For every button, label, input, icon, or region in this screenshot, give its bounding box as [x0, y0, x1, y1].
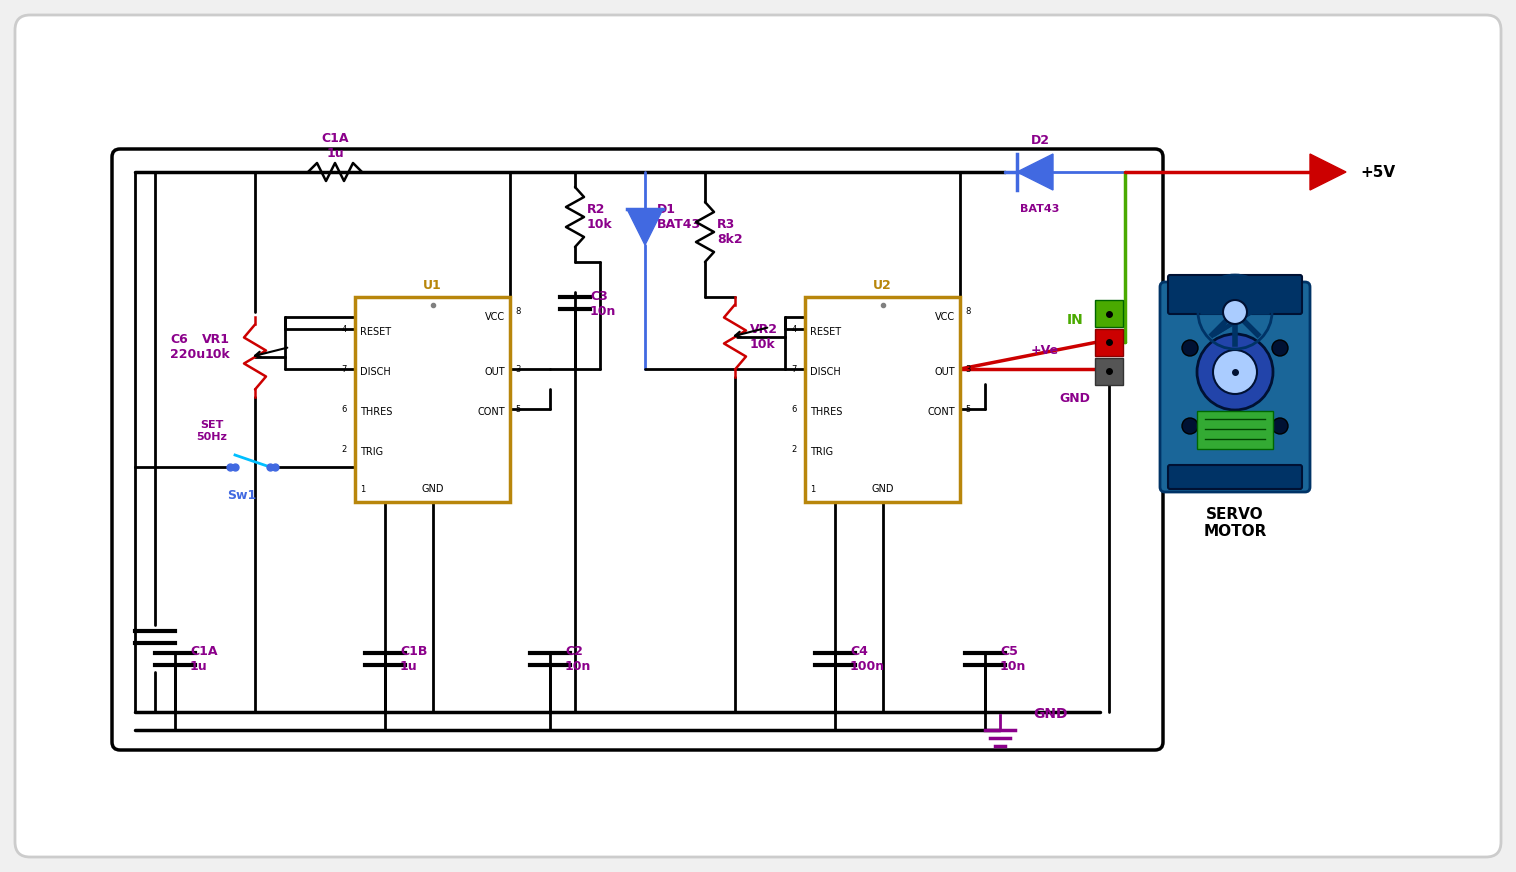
Text: 2: 2	[791, 445, 797, 453]
Text: 8: 8	[515, 307, 520, 316]
Text: CONT: CONT	[478, 407, 505, 417]
Text: C1A
1u: C1A 1u	[190, 645, 217, 673]
Polygon shape	[1017, 154, 1054, 190]
Text: VR2
10k: VR2 10k	[750, 323, 778, 351]
FancyBboxPatch shape	[15, 15, 1501, 857]
FancyBboxPatch shape	[1167, 465, 1302, 489]
Text: D2: D2	[1031, 134, 1049, 147]
Text: 6: 6	[341, 405, 347, 413]
Circle shape	[1272, 418, 1289, 434]
Text: Sw1: Sw1	[227, 489, 256, 502]
Circle shape	[1272, 340, 1289, 356]
Circle shape	[1182, 340, 1198, 356]
Text: VCC: VCC	[485, 312, 505, 322]
Text: DISCH: DISCH	[359, 367, 391, 377]
Text: R2
10k: R2 10k	[587, 203, 612, 231]
Circle shape	[1213, 350, 1257, 394]
Text: TRIG: TRIG	[359, 447, 384, 457]
Text: 4: 4	[791, 324, 797, 333]
Text: GND: GND	[1032, 707, 1067, 721]
Text: C6
220u: C6 220u	[170, 333, 205, 361]
Text: 6: 6	[791, 405, 797, 413]
Text: +Ve: +Ve	[1031, 344, 1060, 357]
Text: GND: GND	[421, 484, 444, 494]
Text: VR1
10k: VR1 10k	[202, 333, 230, 361]
Text: C2
10n: C2 10n	[565, 645, 591, 673]
Text: R3
8k2: R3 8k2	[717, 218, 743, 246]
Text: SET
50Hz: SET 50Hz	[197, 420, 227, 442]
Text: 1: 1	[810, 485, 816, 494]
Text: C4
100n: C4 100n	[850, 645, 885, 673]
Text: 5: 5	[966, 405, 970, 413]
FancyBboxPatch shape	[1198, 411, 1273, 449]
Text: OUT: OUT	[485, 367, 505, 377]
Text: 1: 1	[359, 485, 365, 494]
Text: U1: U1	[423, 279, 441, 292]
Text: VCC: VCC	[935, 312, 955, 322]
Text: RESET: RESET	[359, 327, 391, 337]
Text: BAT43: BAT43	[1020, 204, 1060, 214]
Text: +5V: +5V	[1360, 165, 1395, 180]
Text: U2: U2	[873, 279, 891, 292]
FancyBboxPatch shape	[355, 297, 509, 502]
Text: 3: 3	[966, 364, 970, 373]
Text: SERVO
MOTOR: SERVO MOTOR	[1204, 507, 1267, 540]
Circle shape	[1182, 418, 1198, 434]
FancyBboxPatch shape	[805, 297, 960, 502]
Polygon shape	[1310, 154, 1346, 190]
Text: OUT: OUT	[934, 367, 955, 377]
Text: 5: 5	[515, 405, 520, 413]
Text: 3: 3	[515, 364, 520, 373]
Text: 7: 7	[341, 364, 347, 373]
Text: DISCH: DISCH	[810, 367, 841, 377]
Text: THRES: THRES	[810, 407, 843, 417]
FancyBboxPatch shape	[1095, 358, 1123, 385]
Circle shape	[1198, 334, 1273, 410]
Text: 4: 4	[341, 324, 347, 333]
FancyBboxPatch shape	[1095, 329, 1123, 356]
Text: 8: 8	[966, 307, 970, 316]
Text: GND: GND	[1060, 392, 1090, 405]
Text: C3
10n: C3 10n	[590, 290, 617, 318]
Circle shape	[1223, 300, 1248, 324]
FancyBboxPatch shape	[1160, 282, 1310, 492]
Text: C5
10n: C5 10n	[1001, 645, 1026, 673]
Text: RESET: RESET	[810, 327, 841, 337]
Text: TRIG: TRIG	[810, 447, 834, 457]
Text: THRES: THRES	[359, 407, 393, 417]
FancyBboxPatch shape	[1167, 275, 1302, 314]
Text: C1A
1u: C1A 1u	[321, 132, 349, 160]
Text: 2: 2	[341, 445, 347, 453]
Text: IN: IN	[1067, 313, 1084, 327]
FancyBboxPatch shape	[1095, 300, 1123, 327]
Polygon shape	[628, 209, 662, 245]
Text: CONT: CONT	[928, 407, 955, 417]
Text: C1B
1u: C1B 1u	[400, 645, 428, 673]
Text: GND: GND	[872, 484, 894, 494]
Text: 7: 7	[791, 364, 797, 373]
Text: D1
BAT43: D1 BAT43	[656, 203, 700, 231]
